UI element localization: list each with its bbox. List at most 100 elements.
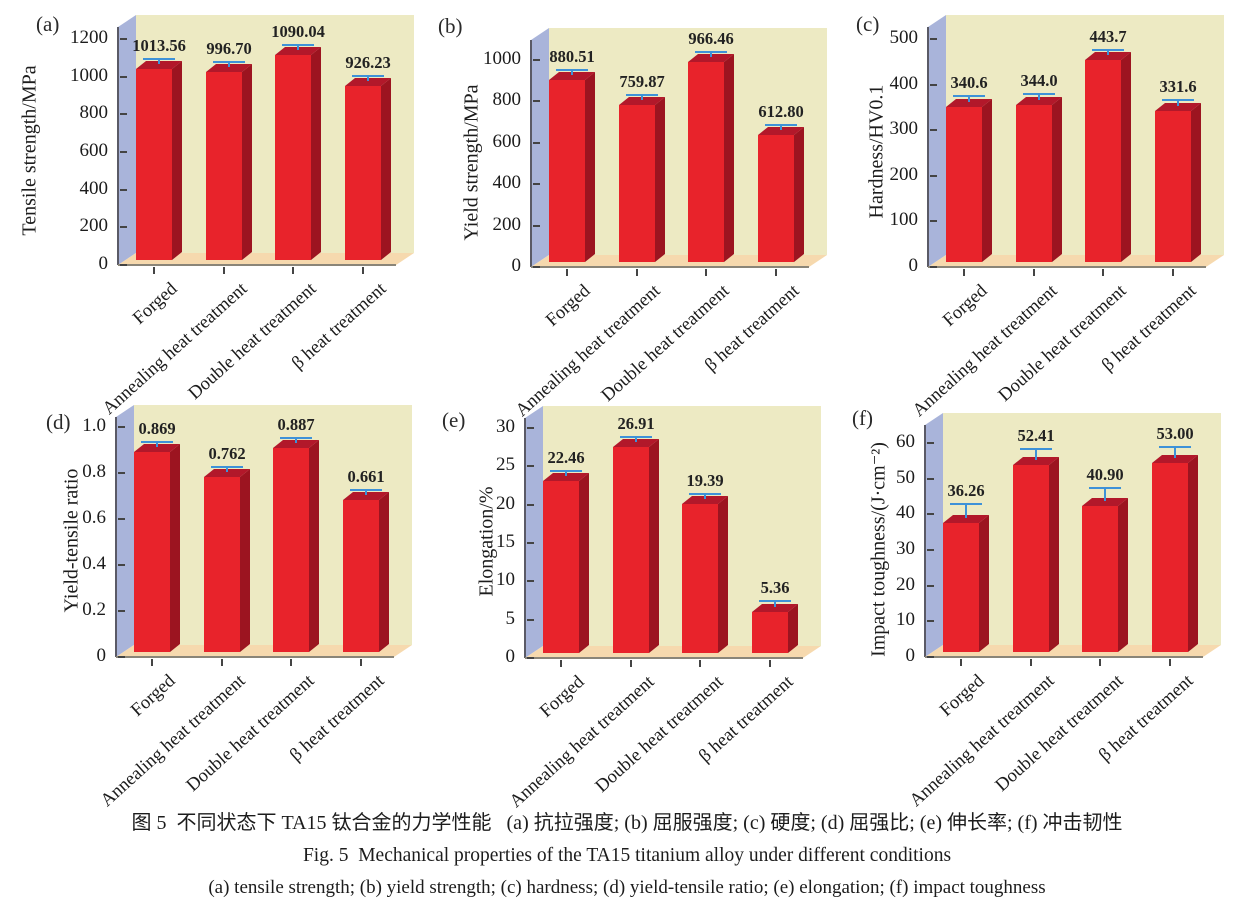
plot-left-wall <box>525 406 543 658</box>
bar-front-face <box>943 523 979 652</box>
y-tick-label: 30 <box>896 538 915 559</box>
bar-front-face <box>1155 111 1191 262</box>
bar-top-face <box>682 496 728 504</box>
x-tick-mark <box>566 269 568 276</box>
error-bar-cap <box>1020 448 1052 450</box>
x-tick-mark <box>1033 269 1035 276</box>
chart-panel-f: (f) Impact toughness/(J·cm⁻²) 0 10 20 30 40 5… <box>840 392 1254 811</box>
error-bar-line <box>365 490 367 495</box>
error-bar-line <box>968 96 970 102</box>
y-tick-label: 200 <box>79 215 109 236</box>
y-tick-label: 600 <box>492 131 522 152</box>
error-bar-cap <box>550 470 582 472</box>
y-axis-line <box>524 418 526 658</box>
y-tick-mark <box>527 619 534 621</box>
y-tick-label: 1200 <box>70 27 108 48</box>
error-bar-line <box>565 471 567 476</box>
bar-front-face <box>273 448 309 652</box>
chart-panel-e: (e) Elongation/% 0 5 10 15 20 25 30 22.46 Forged… <box>420 392 840 812</box>
y-tick-mark <box>533 266 540 268</box>
y-tick-mark <box>527 542 534 544</box>
bar-top-face <box>343 492 389 500</box>
y-tick-label: 400 <box>79 178 109 199</box>
bar-side-face <box>579 473 589 653</box>
y-tick-label: 800 <box>492 89 522 110</box>
y-tick-mark <box>533 59 540 61</box>
y-tick-label: 800 <box>79 102 109 123</box>
bar-front-face <box>543 481 579 653</box>
bar-value-label: 19.39 <box>686 471 724 490</box>
bar-value-label: 22.46 <box>547 448 585 467</box>
y-tick-label: 400 <box>889 73 919 94</box>
y-tick-mark <box>527 427 534 429</box>
x-tick-mark <box>1099 659 1101 666</box>
error-bar-line <box>367 76 369 81</box>
y-tick-label: 600 <box>79 140 109 161</box>
bar-top-face <box>543 473 589 481</box>
y-tick-mark <box>120 113 127 115</box>
bar-value-label: 52.41 <box>1017 426 1055 445</box>
bar-side-face <box>788 604 798 653</box>
error-bar-line <box>780 125 782 130</box>
bar-side-face <box>724 54 734 262</box>
error-bar-line <box>158 59 160 64</box>
y-axis-line <box>117 27 119 265</box>
bar-value-label: 966.46 <box>688 29 734 48</box>
bar-side-face <box>1118 498 1128 652</box>
bar-value-label: 26.91 <box>617 414 655 433</box>
x-tick-mark <box>1030 659 1032 666</box>
y-tick-mark <box>118 564 125 566</box>
y-tick-mark <box>930 220 937 222</box>
error-bar-cap <box>211 466 243 468</box>
error-bar-cap <box>1089 487 1121 489</box>
bar-top-face <box>1155 103 1201 111</box>
bar-value-label: 443.7 <box>1089 27 1127 46</box>
y-tick-mark <box>118 518 125 520</box>
x-tick-mark <box>636 269 638 276</box>
bar-value-label: 5.36 <box>760 578 790 597</box>
y-tick-label: 50 <box>896 467 915 488</box>
bar-top-face <box>613 439 659 447</box>
y-tick-mark <box>927 620 934 622</box>
error-bar-line <box>226 467 228 472</box>
bar-top-face <box>619 97 665 105</box>
y-tick-label: 0 <box>905 645 916 666</box>
y-tick-label: 25 <box>496 454 515 475</box>
plot-floor <box>118 253 414 265</box>
bar-side-face <box>242 64 252 260</box>
error-bar-cap <box>620 436 652 438</box>
error-bar-cap <box>1092 49 1124 51</box>
error-bar-line <box>965 504 967 518</box>
bar-value-label: 0.661 <box>347 467 385 486</box>
bar-top-face <box>688 54 734 62</box>
error-bar-line <box>774 601 776 607</box>
error-bar-line <box>1107 50 1109 55</box>
bar-value-label: 759.87 <box>619 72 665 91</box>
y-tick-mark <box>930 84 937 86</box>
bar-value-label: 36.26 <box>947 481 985 500</box>
bar-value-label: 0.887 <box>277 415 315 434</box>
error-bar-cap <box>556 69 588 71</box>
y-tick-label: 60 <box>896 431 915 452</box>
y-tick-mark <box>927 585 934 587</box>
bar-value-label: 612.80 <box>758 102 804 121</box>
bar-side-face <box>1049 457 1059 652</box>
bar-side-face <box>379 492 389 652</box>
chart-panel-a: (a) Tensile strength/MPa 0 200 400 600 800 10… <box>0 0 420 419</box>
y-tick-label: 1.0 <box>82 415 106 436</box>
y-tick-mark <box>533 183 540 185</box>
error-bar-cap <box>953 95 985 97</box>
bar-top-face <box>273 440 319 448</box>
y-tick-label: 0.6 <box>82 507 106 528</box>
y-tick-mark <box>120 151 127 153</box>
panel-letter-c: (c) <box>856 12 880 36</box>
y-axis-line <box>530 40 532 267</box>
panel-letter-e: (e) <box>442 408 466 432</box>
x-tick-mark <box>360 659 362 666</box>
bar-top-face <box>1016 97 1062 105</box>
error-bar-cap <box>143 58 175 60</box>
y-tick-label: 1000 <box>70 65 108 86</box>
bar-front-face <box>682 504 718 653</box>
bar-side-face <box>381 78 391 260</box>
x-tick-mark <box>362 267 364 274</box>
